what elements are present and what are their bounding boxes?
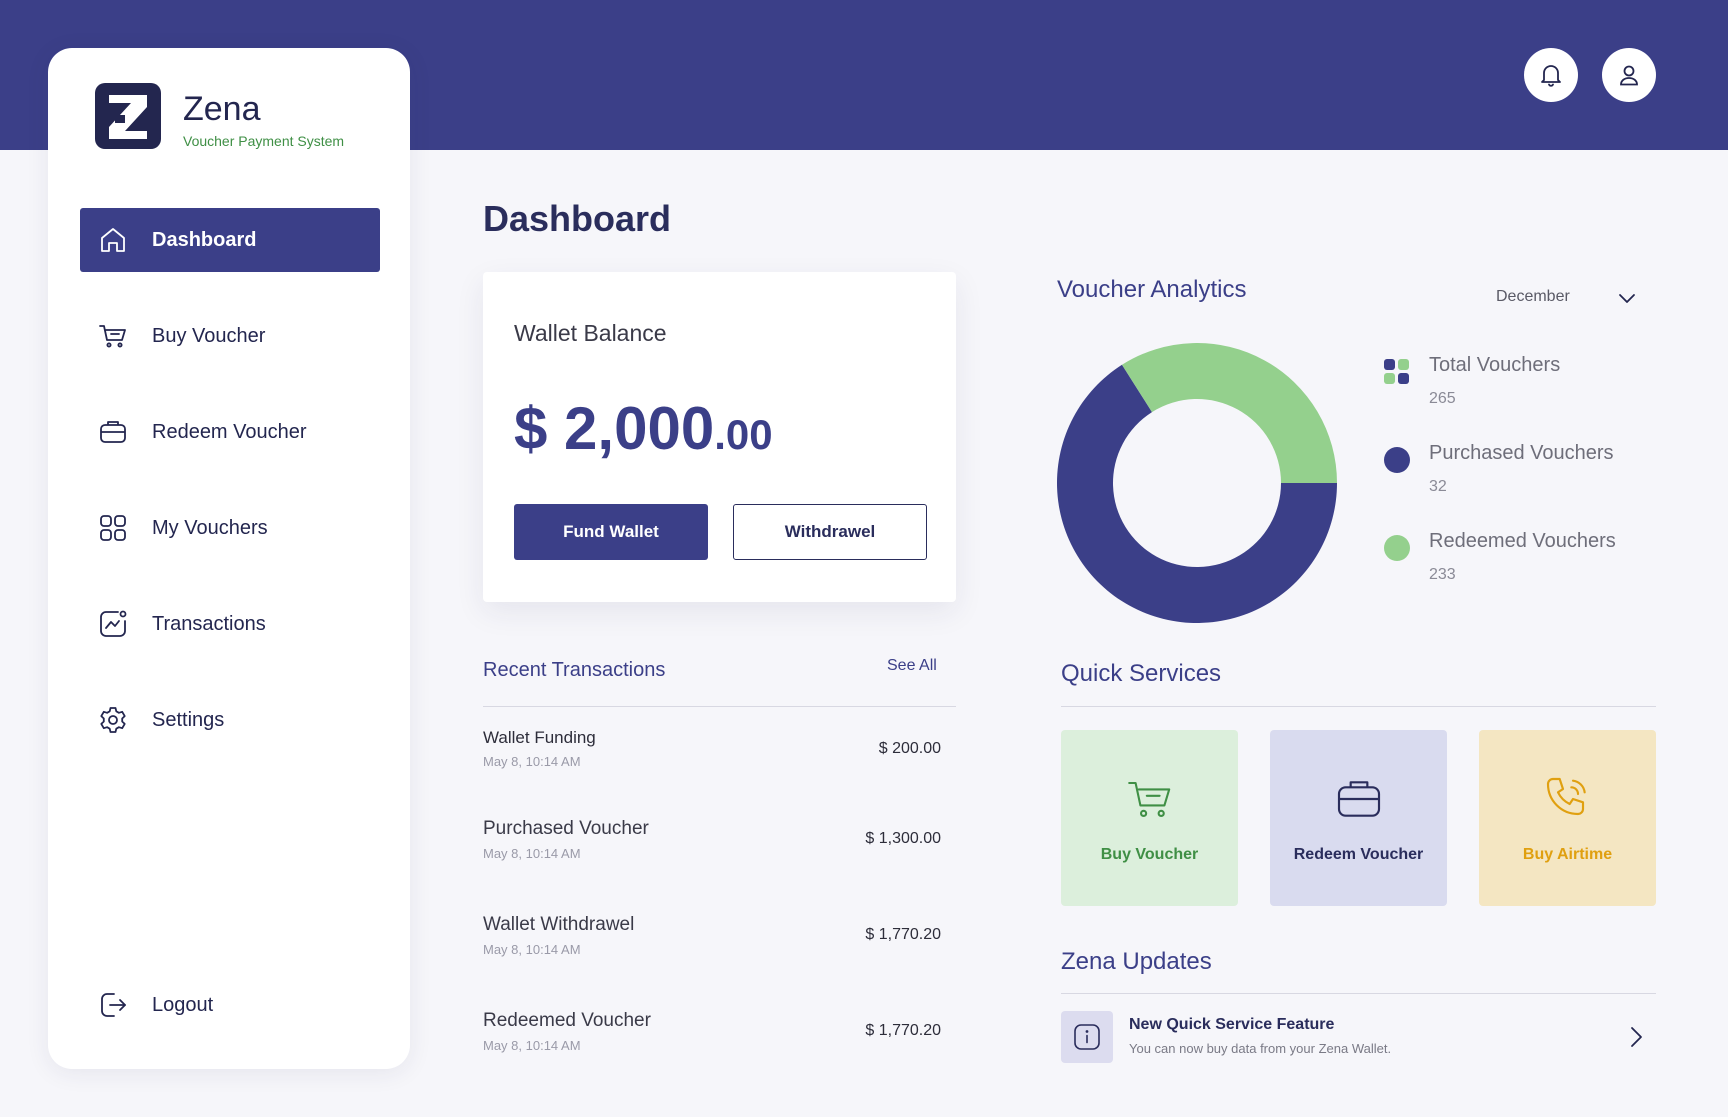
wallet-balance-main: $ 2,000 (514, 395, 715, 462)
transaction-time: May 8, 10:14 AM (483, 1038, 581, 1053)
divider (1061, 706, 1656, 707)
gear-icon (96, 703, 130, 737)
quick-service-label: Redeem Voucher (1293, 846, 1424, 863)
donut-slice-purchased (1057, 364, 1337, 623)
legend-value: 233 (1429, 566, 1456, 583)
sidebar-item-label: My Vouchers (152, 516, 268, 539)
sidebar-item-label: Dashboard (152, 228, 257, 251)
sidebar-item-label: Redeem Voucher (152, 420, 307, 443)
cart-icon (96, 319, 130, 353)
brand-tagline: Voucher Payment System (183, 133, 345, 149)
info-icon (1061, 1011, 1113, 1063)
squares-icon (1384, 359, 1409, 384)
quick-service-label: Buy Voucher (1100, 846, 1199, 863)
legend-label: Total Vouchers (1429, 354, 1561, 376)
voucher-donut-chart (1057, 343, 1337, 623)
chevron-right-icon[interactable] (1626, 1025, 1646, 1049)
transaction-row[interactable]: Redeemed Voucher May 8, 10:14 AM $ 1,770… (483, 1010, 941, 1053)
update-body: You can now buy data from your Zena Wall… (1129, 1041, 1392, 1056)
quick-service-buy-voucher[interactable]: Buy Voucher (1061, 730, 1238, 906)
transaction-amount: $ 1,770.20 (865, 926, 941, 943)
sidebar-item-transactions[interactable]: Transactions (80, 592, 380, 656)
transaction-time: May 8, 10:14 AM (483, 942, 581, 957)
sidebar: Zena Voucher Payment System Dashboard Bu… (48, 48, 410, 1069)
briefcase-icon (1334, 774, 1384, 824)
zena-logo-icon (95, 83, 161, 149)
voucher-analytics-title: Voucher Analytics (1057, 276, 1247, 303)
transaction-time: May 8, 10:14 AM (483, 754, 581, 769)
legend-label: Purchased Vouchers (1429, 442, 1614, 464)
user-icon (1620, 65, 1638, 86)
brand-name: Zena (183, 90, 261, 128)
grid-icon (96, 511, 130, 545)
divider (483, 706, 956, 707)
page-title: Dashboard (483, 198, 672, 239)
transaction-row[interactable]: Wallet Funding May 8, 10:14 AM $ 200.00 (483, 728, 941, 769)
profile-button[interactable] (1602, 48, 1656, 102)
sidebar-item-buy-voucher[interactable]: Buy Voucher (80, 304, 380, 368)
quick-services-title: Quick Services (1061, 660, 1222, 687)
legend-dot-redeemed (1384, 535, 1410, 561)
transaction-row[interactable]: Purchased Voucher May 8, 10:14 AM $ 1,30… (483, 818, 941, 861)
legend-label: Redeemed Vouchers (1429, 530, 1616, 552)
divider (1061, 993, 1656, 994)
transaction-amount: $ 200.00 (878, 740, 941, 757)
home-icon (96, 223, 130, 257)
month-select[interactable]: December (1496, 288, 1570, 305)
quick-service-redeem-voucher[interactable]: Redeem Voucher (1270, 730, 1447, 906)
withdraw-button[interactable]: Withdrawel (733, 504, 927, 560)
wallet-balance-cents: .00 (714, 411, 773, 458)
legend-dot-purchased (1384, 447, 1410, 473)
transaction-row[interactable]: Wallet Withdrawel May 8, 10:14 AM $ 1,77… (483, 914, 941, 957)
notifications-button[interactable] (1524, 48, 1578, 102)
donut-slice-redeemed (1121, 343, 1337, 483)
sidebar-item-settings[interactable]: Settings (80, 688, 380, 752)
sidebar-item-redeem-voucher[interactable]: Redeem Voucher (80, 400, 380, 464)
transaction-name: Wallet Withdrawel (483, 914, 635, 935)
legend-value: 265 (1429, 390, 1456, 407)
transaction-amount: $ 1,300.00 (865, 830, 941, 847)
sidebar-item-logout[interactable]: Logout (80, 973, 380, 1037)
sidebar-item-dashboard[interactable]: Dashboard (80, 208, 380, 272)
quick-service-label: Buy Airtime (1522, 846, 1613, 863)
wallet-card: Wallet Balance $ 2,000.00 Fund Wallet Wi… (483, 272, 956, 602)
recent-transactions-title: Recent Transactions (483, 659, 666, 681)
chart-icon (96, 607, 130, 641)
fund-wallet-button[interactable]: Fund Wallet (514, 504, 708, 560)
wallet-title: Wallet Balance (514, 320, 667, 346)
bell-icon (1541, 65, 1561, 87)
brand-logo[interactable] (95, 83, 161, 149)
briefcase-icon (96, 415, 130, 449)
cart-icon (1126, 774, 1174, 824)
sidebar-item-my-vouchers[interactable]: My Vouchers (80, 496, 380, 560)
sidebar-item-label: Settings (152, 708, 225, 731)
sidebar-item-label: Logout (152, 993, 214, 1016)
sidebar-item-label: Transactions (152, 612, 266, 635)
zena-updates-title: Zena Updates (1061, 948, 1212, 975)
transaction-name: Redeemed Voucher (483, 1010, 651, 1031)
update-item[interactable]: New Quick Service Feature You can now bu… (1061, 1011, 1656, 1063)
transaction-time: May 8, 10:14 AM (483, 846, 581, 861)
wallet-balance: $ 2,000.00 (514, 394, 773, 463)
transaction-name: Purchased Voucher (483, 818, 649, 839)
phone-icon (1543, 774, 1593, 824)
update-title: New Quick Service Feature (1129, 1016, 1335, 1033)
quick-service-buy-airtime[interactable]: Buy Airtime (1479, 730, 1656, 906)
logout-icon (96, 988, 130, 1022)
transaction-amount: $ 1,770.20 (865, 1022, 941, 1039)
transaction-name: Wallet Funding (483, 728, 596, 747)
chevron-down-icon[interactable] (1617, 288, 1637, 308)
legend-value: 32 (1429, 478, 1447, 495)
see-all-link[interactable]: See All (887, 657, 937, 674)
sidebar-item-label: Buy Voucher (152, 324, 266, 347)
